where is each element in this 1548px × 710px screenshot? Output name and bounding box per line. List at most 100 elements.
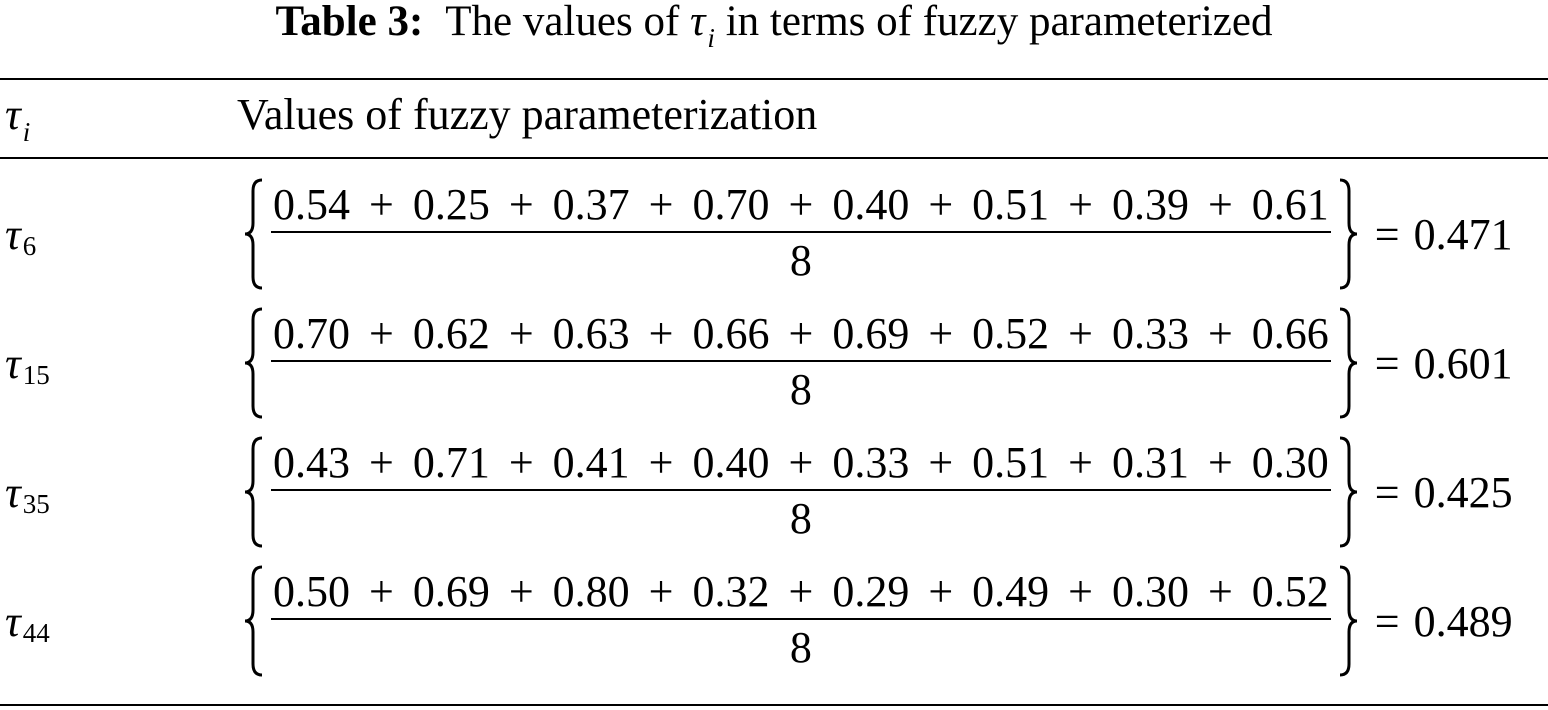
plus-sign: + [648,180,674,229]
equals-sign: = [1374,209,1400,259]
row-subscript: 35 [22,488,50,519]
fraction-bar [271,618,1331,620]
left-brace [244,565,263,677]
row-subscript: 15 [22,359,50,390]
plus-sign: + [928,180,954,229]
result: 0.601 [1413,338,1513,388]
table-row: τ 6 0.54 +0.25 +0.37 +0.70 +0.40 +0.51 +0.39 +0.6… [0,172,1548,296]
term: 0.71 [412,438,490,487]
term: 0.54 [273,180,350,229]
term: 0.43 [273,438,350,487]
row-label: τ 15 [5,301,50,425]
plus-sign: + [1207,309,1233,358]
term: 0.33 [832,438,910,487]
plus-sign: + [1207,180,1233,229]
right-brace [1339,307,1357,419]
caption-subscript: i [707,23,715,53]
equals-sign: = [1374,467,1400,517]
denominator: 8 [789,365,812,414]
term: 0.25 [412,180,490,229]
term: 0.37 [552,180,630,229]
row-label: τ 44 [5,559,50,683]
brace-path [244,565,263,677]
caption-label: Table 3: [275,0,424,45]
term: 0.29 [832,567,910,616]
plus-sign: + [1068,309,1093,358]
plus-sign: + [508,438,534,487]
numerator: 0.54 +0.25 +0.37 +0.70 +0.40 +0.51 +0.39 +0.61 [271,179,1331,231]
plus-sign: + [369,309,394,358]
plus-sign: + [648,309,674,358]
brace-path [1339,565,1357,677]
fraction-bar [271,360,1331,362]
term: 0.51 [972,438,1050,487]
term: 0.63 [552,309,630,358]
header-symbol-cell: τi [5,90,30,147]
fraction: 0.50 +0.69 +0.80 +0.32 +0.29 +0.49 +0.30 +0.52 8 [271,566,1331,676]
fraction: 0.43 +0.71 +0.41 +0.40 +0.33 +0.51 +0.31 +0.30 8 [271,437,1331,547]
plus-sign: + [369,180,394,229]
denominator: 8 [789,236,812,285]
term: 0.51 [972,180,1050,229]
row-formula: 0.70 +0.62 +0.63 +0.66 +0.69 +0.52 +0.33 +0.66 8… [243,301,1513,425]
term: 0.32 [692,567,770,616]
plus-sign: + [928,438,954,487]
fraction-bar [271,489,1331,491]
top-rule [0,78,1548,80]
term: 0.70 [273,309,350,358]
plus-sign: + [1068,438,1093,487]
row-subscript: 44 [22,617,50,648]
numerator: 0.50 +0.69 +0.80 +0.32 +0.29 +0.49 +0.30 +0.52 [271,566,1331,618]
caption-text: in terms of fuzzy parameterized [725,0,1273,45]
term: 0.66 [692,309,770,358]
term: 0.66 [1251,309,1329,358]
term: 0.31 [1111,438,1189,487]
term: 0.33 [1111,309,1189,358]
denominator: 8 [789,494,812,543]
denominator: 8 [789,623,812,672]
right-brace [1339,436,1357,548]
plus-sign: + [1068,567,1093,616]
brace-path [244,436,263,548]
term: 0.40 [832,180,910,229]
brace-path [1339,307,1357,419]
equals-sign: = [1374,338,1400,388]
row-symbol: τ [5,596,21,646]
numerator: 0.43 +0.71 +0.41 +0.40 +0.33 +0.51 +0.31 +0.30 [271,437,1331,489]
caption-symbol: τ [690,0,706,45]
left-brace [244,436,263,548]
header-title: Values of fuzzy parameterization [237,90,818,139]
plus-sign: + [1068,180,1093,229]
term: 0.49 [972,567,1050,616]
term: 0.62 [412,309,490,358]
fraction: 0.54 +0.25 +0.37 +0.70 +0.40 +0.51 +0.39 +0.61 8 [271,179,1331,289]
term: 0.70 [692,180,770,229]
brace-path [244,307,263,419]
plus-sign: + [508,180,534,229]
plus-sign: + [788,180,814,229]
bottom-rule [0,704,1548,706]
term: 0.41 [552,438,630,487]
table-caption: Table 3: The values of τi in terms of fu… [0,0,1548,53]
table-row: τ 35 0.43 +0.71 +0.41 +0.40 +0.33 +0.51 +0.31 +0.… [0,430,1548,554]
left-brace [244,307,263,419]
row-symbol: τ [5,209,21,259]
header-symbol: τ [5,90,21,139]
left-brace [244,178,263,290]
plus-sign: + [928,309,954,358]
plus-sign: + [788,309,814,358]
term: 0.30 [1251,438,1329,487]
fraction: 0.70 +0.62 +0.63 +0.66 +0.69 +0.52 +0.33 +0.66 8 [271,308,1331,418]
plus-sign: + [369,567,394,616]
plus-sign: + [648,438,674,487]
term: 0.80 [552,567,630,616]
term: 0.69 [832,309,910,358]
table-row: τ 44 0.50 +0.69 +0.80 +0.32 +0.29 +0.49 +0.30 +0.… [0,559,1548,683]
row-formula: 0.50 +0.69 +0.80 +0.32 +0.29 +0.49 +0.30 +0.52 8… [243,559,1513,683]
plus-sign: + [1207,438,1233,487]
brace-path [244,178,263,290]
term: 0.52 [972,309,1050,358]
row-formula: 0.54 +0.25 +0.37 +0.70 +0.40 +0.51 +0.39 +0.61 8… [243,172,1513,296]
right-brace [1339,565,1357,677]
